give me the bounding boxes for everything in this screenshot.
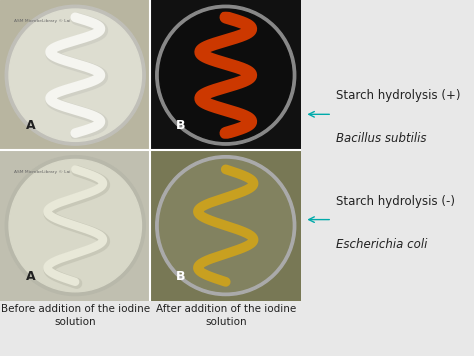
Text: Starch hydrolysis (+): Starch hydrolysis (+): [336, 89, 460, 102]
Text: ASM MicrobeLibrary © Lai: ASM MicrobeLibrary © Lai: [14, 170, 71, 174]
Bar: [0, 0, 151, 150]
Ellipse shape: [5, 5, 145, 145]
Ellipse shape: [9, 9, 141, 141]
Text: A: A: [26, 120, 35, 132]
Ellipse shape: [156, 156, 296, 295]
Text: Escherichia coli: Escherichia coli: [336, 238, 427, 251]
Text: Starch hydrolysis (-): Starch hydrolysis (-): [336, 195, 455, 208]
Ellipse shape: [12, 162, 139, 289]
Text: A: A: [26, 270, 35, 283]
Ellipse shape: [9, 159, 141, 292]
Bar: [151, 0, 301, 150]
Ellipse shape: [160, 159, 292, 292]
Text: ASM MicrobeLibrary © Lai: ASM MicrobeLibrary © Lai: [14, 19, 71, 23]
Ellipse shape: [5, 156, 145, 295]
Ellipse shape: [162, 162, 289, 289]
Text: Bacillus subtilis: Bacillus subtilis: [336, 132, 426, 145]
Bar: [151, 150, 301, 301]
Bar: [0, 150, 151, 301]
Ellipse shape: [156, 5, 296, 145]
Text: B: B: [176, 120, 186, 132]
Ellipse shape: [12, 12, 139, 139]
Text: Before addition of the iodine
solution: Before addition of the iodine solution: [0, 304, 150, 327]
Ellipse shape: [160, 9, 292, 141]
Ellipse shape: [162, 12, 289, 139]
Text: B: B: [176, 270, 186, 283]
Text: After addition of the iodine
solution: After addition of the iodine solution: [155, 304, 296, 327]
